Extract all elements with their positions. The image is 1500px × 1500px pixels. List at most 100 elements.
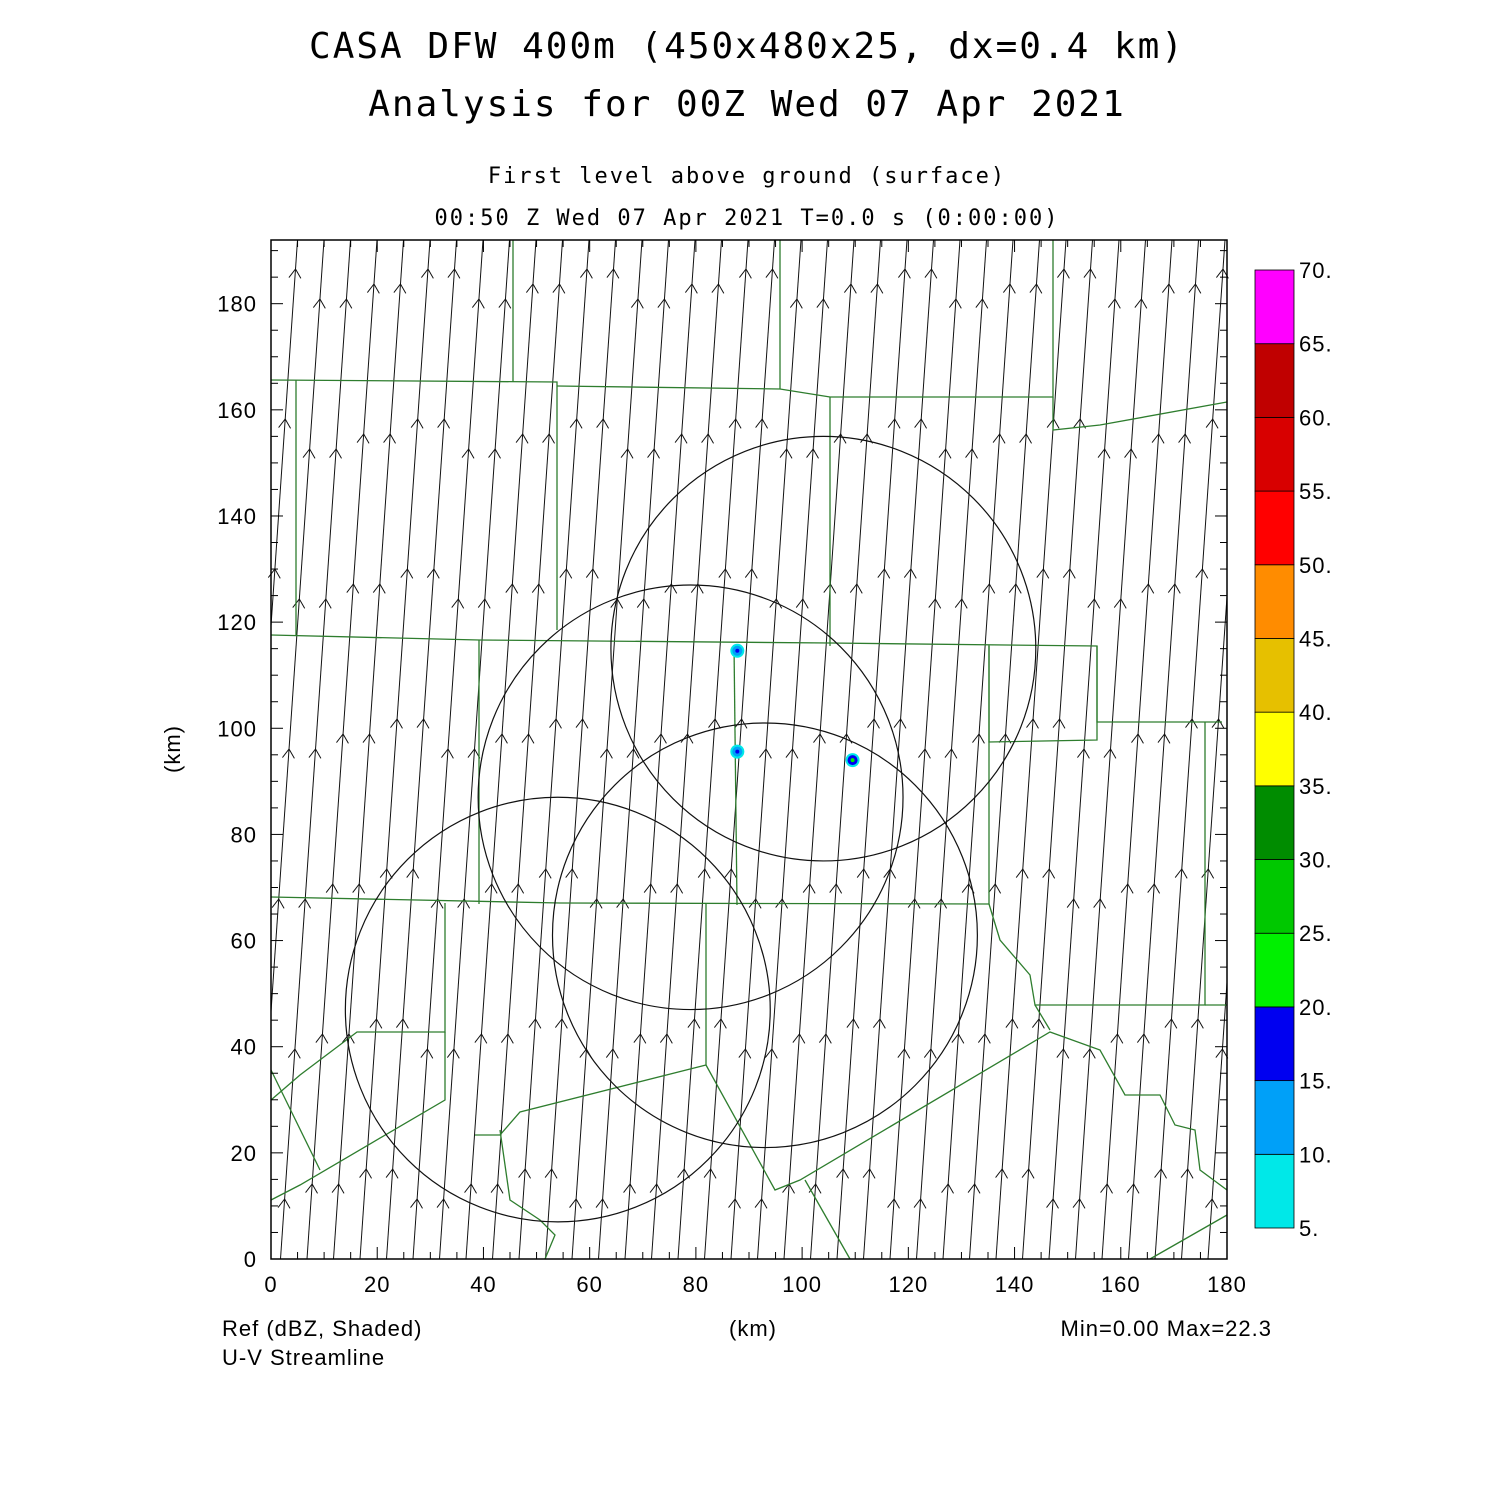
streamline-arrow <box>862 1168 876 1179</box>
streamline-arrow <box>975 298 989 309</box>
streamline-arrow <box>711 283 725 294</box>
streamline <box>836 239 908 1260</box>
streamline-arrow <box>1161 283 1175 294</box>
streamline-arrow <box>544 1168 558 1179</box>
streamline-arrow <box>897 1048 911 1059</box>
streamline-arrow <box>312 298 326 309</box>
county-boundary <box>270 645 990 905</box>
streamline-arrow <box>744 568 758 579</box>
streamline-arrow <box>589 898 603 909</box>
streamline-arrow <box>339 298 353 309</box>
radar-range-ring <box>610 435 1037 862</box>
streamline <box>783 239 855 1260</box>
streamline-arrow <box>657 298 671 309</box>
streamline-arrow <box>893 718 907 729</box>
streamline-arrow <box>426 568 440 579</box>
echo-peak <box>735 749 740 754</box>
streamline-arrow <box>356 433 370 444</box>
streamline <box>545 239 616 1260</box>
streamline-arrow <box>1029 283 1043 294</box>
streamline-arrow <box>948 298 962 309</box>
radar-range-ring <box>344 796 771 1223</box>
streamline-arrow <box>336 733 349 744</box>
x-tick-label: 180 <box>1207 1272 1247 1297</box>
x-tick-label: 140 <box>995 1272 1035 1297</box>
streamline <box>969 239 1040 1260</box>
colorbar-swatch <box>1254 1153 1295 1229</box>
streamline-arrow <box>659 1033 673 1044</box>
streamline-arrow <box>1008 583 1022 594</box>
county-boundary <box>270 634 1222 723</box>
colorbar-swatch <box>1254 932 1295 1008</box>
streamline-arrow <box>887 418 901 429</box>
streamline-arrow <box>1015 868 1029 879</box>
streamline-arrow <box>1174 868 1188 879</box>
colorbar-swatch <box>1254 490 1295 566</box>
colorbar-label: 30. <box>1299 848 1333 873</box>
streamline <box>518 239 590 1260</box>
streamline-arrow <box>471 298 485 309</box>
streamline <box>270 239 298 626</box>
streamline-arrow <box>1042 868 1056 879</box>
streamline-arrow <box>565 868 579 879</box>
streamline-arrow <box>616 898 630 909</box>
streamline-arrow <box>406 868 420 879</box>
streamline-arrow <box>352 883 366 894</box>
streamline-arrow <box>934 898 948 909</box>
streamline-arrow <box>708 718 721 729</box>
colorbar-swatch <box>1254 416 1295 492</box>
streamline-arrow <box>887 1198 900 1209</box>
streamline-arrow <box>1093 898 1107 909</box>
streamline-arrow <box>870 283 884 294</box>
streamline-arrow <box>400 568 414 579</box>
streamline-arrow <box>383 433 396 444</box>
streamline-arrow <box>538 868 552 879</box>
streamline <box>863 239 934 1260</box>
streamline-arrow <box>923 1048 937 1059</box>
county-boundary <box>733 644 738 906</box>
colorbar-label: 55. <box>1299 479 1333 504</box>
streamline-arrow <box>1083 268 1097 279</box>
streamline-arrow <box>288 268 302 279</box>
streamline-arrow <box>1188 283 1202 294</box>
streamline-arrow <box>759 748 772 759</box>
county-boundary <box>804 1179 851 1260</box>
streamline-arrow <box>626 748 640 759</box>
county-boundary <box>270 903 446 1101</box>
streamline-arrow <box>308 748 322 759</box>
streamline-arrow <box>872 1018 886 1029</box>
streamline-arrow <box>416 718 430 729</box>
streamline-arrow <box>369 1018 383 1029</box>
colorbar-swatch <box>1254 859 1295 934</box>
level-label: First level above ground (surface) <box>488 164 1006 189</box>
colorbar-label: 10. <box>1299 1142 1333 1167</box>
streamline-arrow <box>849 583 863 594</box>
streamline-arrow <box>477 598 491 609</box>
colorbar-swatch <box>1254 343 1295 418</box>
streamline <box>995 239 1067 1260</box>
streamline-arrow <box>298 898 312 909</box>
streamline-arrow <box>410 418 424 429</box>
streamline-arrow <box>606 268 620 279</box>
streamline-arrow <box>816 298 830 309</box>
streamline-arrow <box>379 868 393 879</box>
streamline-arrow <box>390 718 403 729</box>
streamline-arrow <box>998 733 1012 744</box>
streamline-arrow <box>765 268 779 279</box>
streamline-arrow <box>500 1033 514 1044</box>
colorbar-swatch <box>1254 269 1295 345</box>
colorbar-label: 65. <box>1299 332 1333 357</box>
streamline-arrow <box>1178 433 1191 444</box>
streamline-arrow <box>554 1018 568 1029</box>
streamline-arrow <box>1167 583 1181 594</box>
streamline <box>1154 239 1226 1260</box>
streamline <box>492 239 563 1260</box>
streamline-arrow <box>728 1198 741 1209</box>
streamline-arrow <box>967 1183 981 1194</box>
county-boundary <box>499 1129 556 1260</box>
streamline-arrow <box>1190 1018 1204 1029</box>
streamline-arrow <box>630 298 644 309</box>
streamline-arrow <box>818 1033 832 1044</box>
streamline-arrow <box>385 1168 399 1179</box>
streamline-arrow <box>764 1048 778 1059</box>
